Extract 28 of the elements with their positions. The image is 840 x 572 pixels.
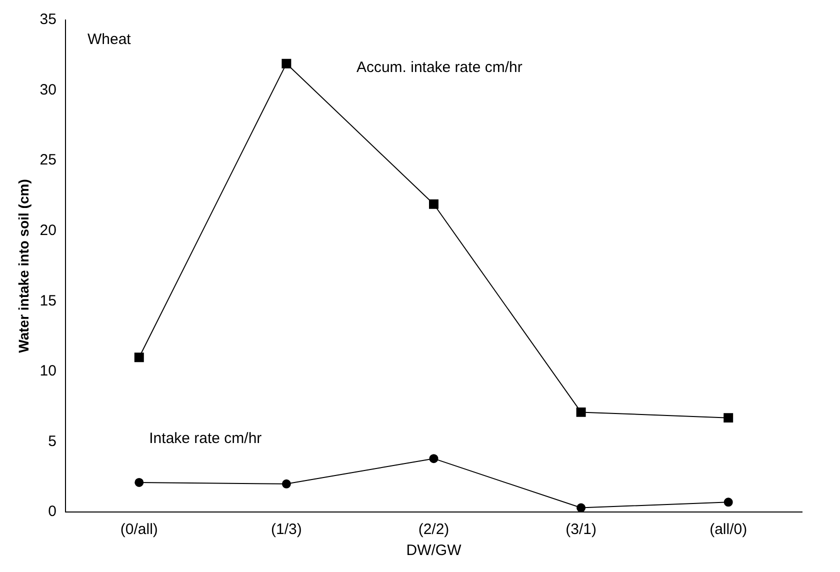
y-tick-label: 20	[40, 222, 56, 239]
x-axis-title: DW/GW	[406, 542, 462, 560]
point	[282, 58, 292, 68]
y-tick-label: 25	[40, 152, 56, 169]
point	[576, 503, 586, 512]
point	[134, 478, 144, 487]
point	[576, 407, 586, 417]
x-tick-label: (all/0)	[710, 521, 748, 538]
point	[429, 454, 438, 464]
y-axis-title: Water intake into soil (cm)	[15, 179, 32, 353]
y-tick-label: 30	[40, 81, 56, 98]
x-tick-label: (2/2)	[418, 521, 450, 538]
point	[724, 498, 733, 507]
annotation: Wheat	[87, 31, 132, 48]
point	[282, 479, 291, 488]
y-tick-label: 0	[48, 503, 56, 520]
text: Intake rate cm/hr	[149, 430, 262, 448]
y-tick-label: 35	[40, 11, 56, 28]
x-tick-label: (1/3)	[271, 521, 302, 538]
x-tick-label: (3/1)	[566, 521, 596, 538]
x-tick-label: (0/all)	[120, 521, 158, 538]
y-tick-label: 5	[48, 432, 56, 450]
text: Accum. intake rate cm/hr	[356, 58, 522, 76]
point	[134, 352, 144, 362]
y-tick-label: 10	[40, 362, 56, 380]
y-tick-label: 15	[40, 292, 56, 310]
point	[429, 199, 438, 209]
point	[724, 413, 734, 423]
